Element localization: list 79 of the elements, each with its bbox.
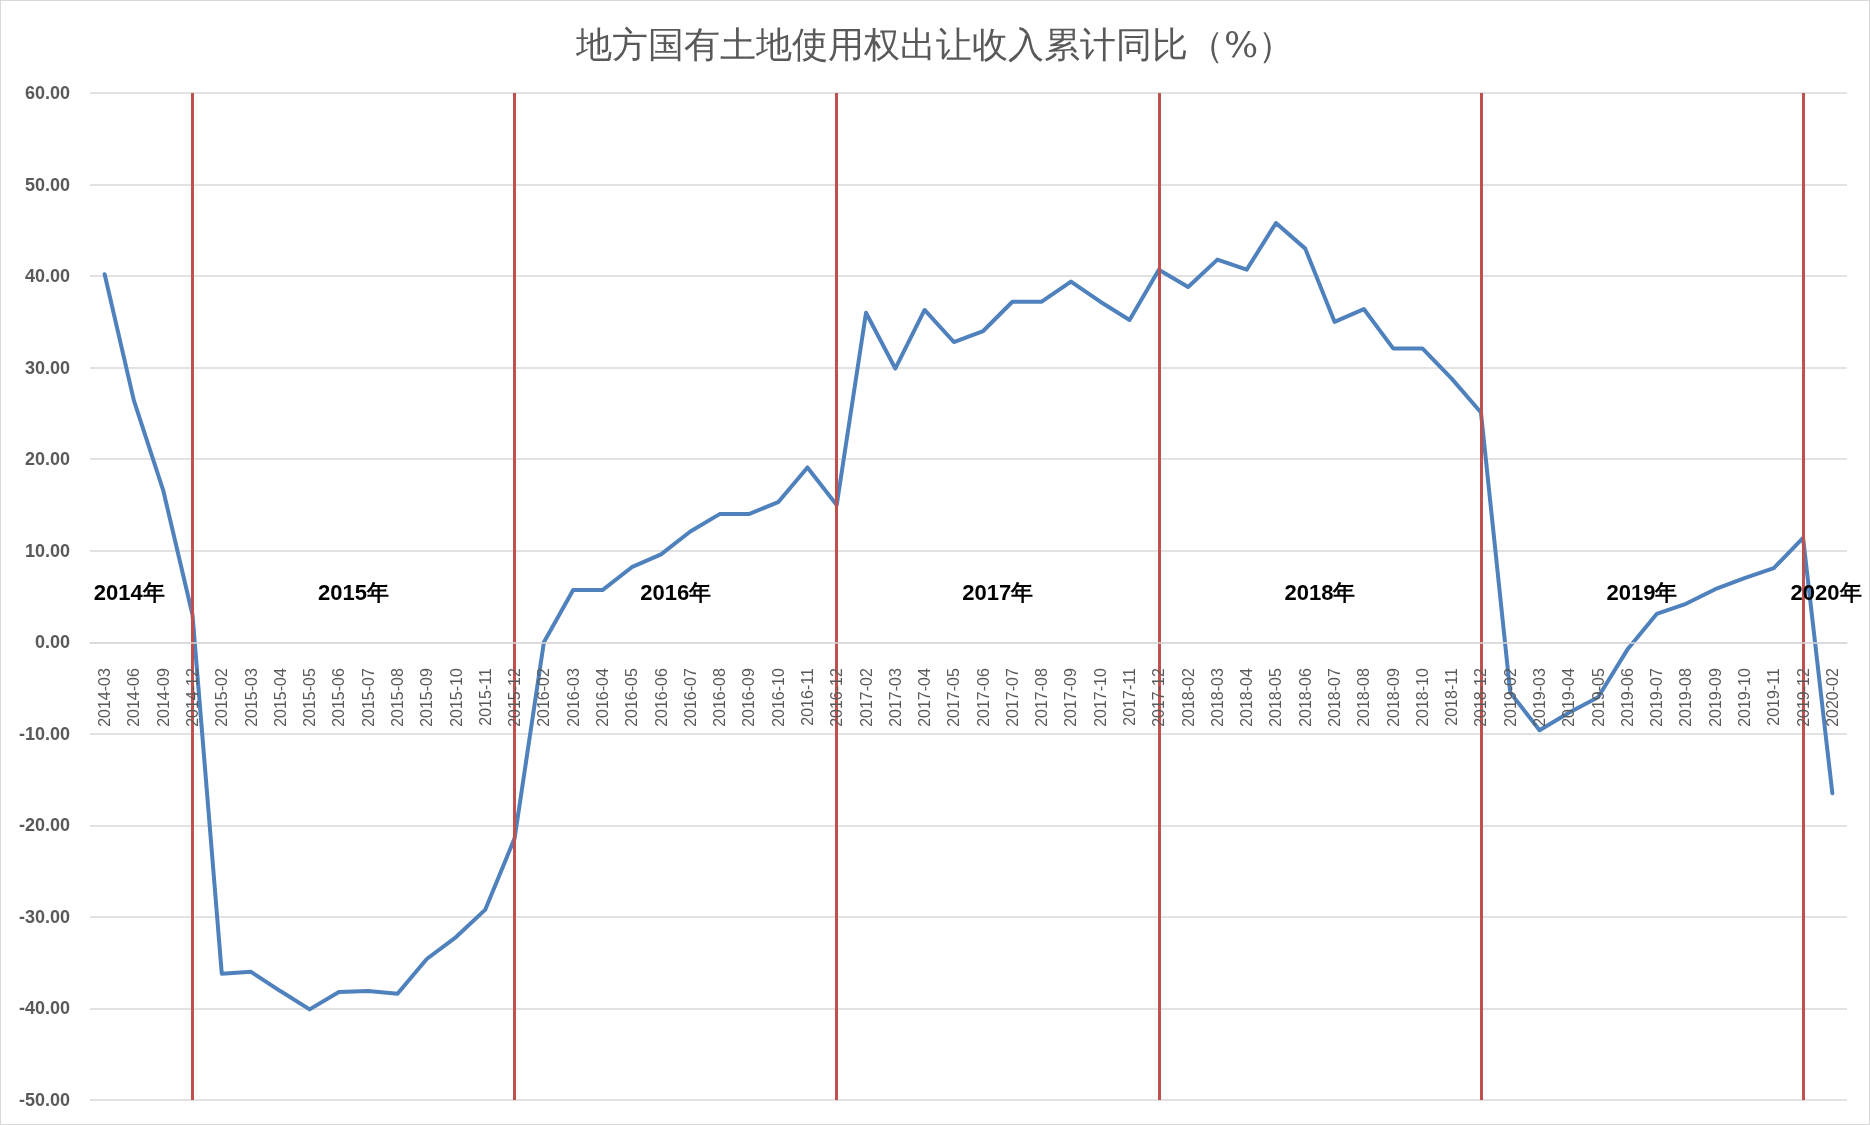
x-tick-label: 2019-08 xyxy=(1677,668,1695,727)
x-tick-label: 2016-03 xyxy=(564,668,582,727)
x-tick-label: 2019-09 xyxy=(1706,668,1724,727)
x-tick-label: 2020-02 xyxy=(1823,668,1841,727)
y-tick-label: 30.00 xyxy=(24,357,70,378)
x-tick-label: 2018-03 xyxy=(1208,668,1226,727)
x-tick-label: 2017-05 xyxy=(945,668,963,727)
x-tick-label: 2019-02 xyxy=(1501,668,1519,727)
y-tick-label: 40.00 xyxy=(24,266,70,287)
x-tick-label: 2017-02 xyxy=(857,668,875,727)
x-tick-label: 2014-03 xyxy=(96,668,114,727)
x-tick-label: 2017-07 xyxy=(1003,668,1021,727)
chart-title: 地方国有土地使用权出让收入累计同比（%） xyxy=(574,23,1295,65)
y-tick-label: 0.00 xyxy=(34,632,70,653)
y-tick-label: -30.00 xyxy=(18,906,70,927)
x-tick-label: 2015-06 xyxy=(330,668,348,727)
annotation: 2017年 xyxy=(962,579,1034,605)
x-tick-label: 2016-12 xyxy=(828,668,846,727)
x-tick-label: 2016-06 xyxy=(652,668,670,727)
x-tick-label: 2015-05 xyxy=(301,668,319,727)
annotation: 2016年 xyxy=(640,579,712,605)
x-tick-label: 2016-04 xyxy=(593,668,611,727)
annotation: 2014年 xyxy=(93,579,165,605)
x-tick-label: 2015-09 xyxy=(418,668,436,727)
x-tick-label: 2018-06 xyxy=(1296,668,1314,727)
x-tick-label: 2015-03 xyxy=(242,668,260,727)
x-tick-label: 2015-07 xyxy=(359,668,377,727)
x-tick-label: 2018-11 xyxy=(1443,668,1461,726)
x-tick-label: 2019-12 xyxy=(1794,668,1812,727)
x-tick-label: 2017-08 xyxy=(1033,668,1051,727)
x-tick-label: 2015-02 xyxy=(213,668,231,727)
y-tick-label: 60.00 xyxy=(24,83,70,103)
x-tick-label: 2018-02 xyxy=(1179,668,1197,727)
y-tick-label: -50.00 xyxy=(18,1090,70,1110)
y-tick-label: -20.00 xyxy=(18,815,70,836)
x-tick-label: 2018-09 xyxy=(1384,668,1402,727)
x-tick-label: 2014-09 xyxy=(154,668,172,727)
x-tick-label: 2016-02 xyxy=(535,668,553,727)
x-tick-label: 2014-12 xyxy=(183,668,201,727)
x-tick-label: 2017-04 xyxy=(916,668,934,727)
x-tick-label: 2018-07 xyxy=(1326,668,1344,727)
x-tick-label: 2019-05 xyxy=(1589,668,1607,727)
x-tick-label: 2019-04 xyxy=(1560,668,1578,727)
x-tick-label: 2019-03 xyxy=(1531,668,1549,727)
y-tick-label: -10.00 xyxy=(18,723,70,744)
x-tick-label: 2017-03 xyxy=(886,668,904,727)
x-tick-label: 2019-07 xyxy=(1648,668,1666,727)
x-tick-label: 2015-12 xyxy=(506,668,524,727)
x-tick-label: 2016-09 xyxy=(740,668,758,727)
x-tick-label: 2016-11 xyxy=(798,668,816,726)
x-tick-label: 2015-04 xyxy=(271,668,289,727)
y-tick-label: 20.00 xyxy=(24,449,70,470)
x-tick-label: 2017-10 xyxy=(1091,668,1109,727)
x-tick-label: 2018-08 xyxy=(1355,668,1373,727)
x-tick-label: 2015-10 xyxy=(447,668,465,727)
y-tick-label: 50.00 xyxy=(24,174,70,195)
x-tick-label: 2017-09 xyxy=(1062,668,1080,727)
x-tick-label: 2019-11 xyxy=(1765,668,1783,726)
x-tick-label: 2019-10 xyxy=(1736,668,1754,727)
x-tick-label: 2016-07 xyxy=(681,668,699,727)
x-tick-label: 2017-12 xyxy=(1150,668,1168,727)
x-tick-label: 2018-10 xyxy=(1413,668,1431,727)
x-tick-label: 2017-06 xyxy=(974,668,992,727)
x-tick-label: 2016-10 xyxy=(769,668,787,727)
x-tick-label: 2017-11 xyxy=(1121,668,1139,726)
x-tick-label: 2015-08 xyxy=(388,668,406,727)
x-tick-label: 2015-11 xyxy=(476,668,494,726)
x-tick-label: 2016-05 xyxy=(623,668,641,727)
y-tick-label: 10.00 xyxy=(24,540,70,561)
x-tick-label: 2016-08 xyxy=(711,668,729,727)
annotation: 2019年 xyxy=(1606,579,1678,605)
x-tick-label: 2018-04 xyxy=(1238,668,1256,727)
x-tick-label: 2018-12 xyxy=(1472,668,1490,727)
x-tick-label: 2019-06 xyxy=(1618,668,1636,727)
y-tick-label: -40.00 xyxy=(18,998,70,1019)
x-tick-label: 2014-06 xyxy=(125,668,143,727)
annotation: 2018年 xyxy=(1284,579,1356,605)
annotation: 2015年 xyxy=(318,579,390,605)
x-tick-label: 2018-05 xyxy=(1267,668,1285,727)
